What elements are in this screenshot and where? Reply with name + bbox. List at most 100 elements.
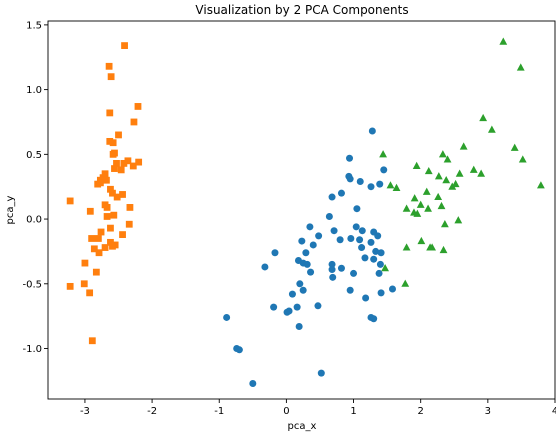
point-series-3-6 — [518, 155, 527, 163]
plot-area — [66, 37, 545, 387]
x-tick-label: -3 — [80, 406, 90, 417]
point-series-2-43 — [296, 280, 304, 288]
point-series-2-52 — [314, 302, 322, 310]
chart-title: Visualization by 2 PCA Components — [195, 3, 408, 17]
y-tick-label: 0.0 — [26, 215, 42, 226]
point-series-2-17 — [358, 227, 366, 235]
point-series-2-63 — [317, 369, 325, 377]
point-series-2-20 — [347, 234, 355, 242]
point-series-2-3 — [380, 166, 388, 174]
point-series-2-41 — [271, 249, 279, 257]
point-series-2-37 — [376, 260, 384, 268]
point-series-3-32 — [440, 220, 449, 228]
point-series-3-40 — [401, 279, 410, 287]
point-series-1-14 — [113, 159, 120, 167]
point-series-3-12 — [424, 166, 433, 175]
point-series-1-24 — [96, 179, 104, 187]
point-series-2-27 — [309, 241, 317, 249]
point-series-3-37 — [428, 243, 437, 251]
point-series-2-22 — [367, 238, 375, 246]
point-series-1-26 — [109, 189, 116, 197]
point-series-2-10 — [328, 193, 336, 201]
point-series-1-52 — [86, 289, 94, 297]
point-series-1-36 — [125, 220, 133, 228]
point-series-1-5 — [130, 118, 138, 126]
point-series-2-16 — [352, 223, 360, 231]
point-series-1-39 — [97, 228, 105, 236]
point-series-1-53 — [88, 337, 96, 345]
point-series-1-46 — [95, 249, 103, 257]
point-series-1-48 — [81, 259, 89, 267]
point-series-1-49 — [92, 268, 100, 276]
point-series-1-40 — [88, 235, 96, 242]
point-series-2-29 — [377, 249, 385, 257]
point-series-2-8 — [337, 189, 345, 197]
point-series-2-23 — [336, 236, 344, 244]
point-series-2-64 — [249, 379, 257, 387]
point-series-3-31 — [413, 209, 422, 217]
point-series-1-44 — [101, 244, 109, 251]
point-series-3-14 — [477, 169, 486, 177]
point-series-3-7 — [459, 142, 468, 150]
point-series-1-51 — [66, 282, 74, 290]
point-series-2-13 — [306, 223, 314, 231]
point-series-2-45 — [329, 273, 337, 281]
point-series-2-36 — [328, 266, 336, 274]
point-series-2-5 — [346, 175, 354, 183]
point-series-2-15 — [315, 232, 323, 240]
y-tick-label: 0.5 — [26, 150, 42, 161]
point-series-1-2 — [105, 62, 113, 70]
point-series-1-35 — [103, 213, 111, 220]
point-series-3-10 — [412, 161, 421, 169]
point-series-3-2 — [516, 63, 525, 71]
point-series-1-47 — [109, 242, 116, 250]
point-series-2-62 — [235, 346, 243, 354]
point-series-2-40 — [261, 263, 269, 271]
point-series-1-41 — [94, 235, 102, 242]
point-series-1-27 — [107, 185, 114, 193]
y-tick-label: -0.5 — [22, 279, 42, 290]
point-series-1-9 — [106, 137, 114, 145]
x-tick-label: 1 — [350, 406, 356, 417]
point-series-2-56 — [283, 308, 291, 316]
point-series-2-38 — [337, 264, 345, 272]
point-series-1-18 — [135, 158, 143, 166]
point-series-3-26 — [416, 200, 425, 208]
y-axis: -1.0 -0.5 0.0 0.5 1.0 1.5 — [22, 20, 48, 355]
point-series-3-21 — [422, 187, 431, 195]
point-series-2-33 — [361, 254, 369, 262]
point-series-2-14 — [330, 227, 338, 235]
point-series-2-9 — [376, 180, 384, 188]
point-series-3-34 — [417, 236, 426, 245]
x-tick-label: -2 — [147, 406, 157, 417]
point-series-2-24 — [358, 244, 366, 252]
point-series-3-13 — [469, 165, 478, 173]
point-series-1-17 — [101, 170, 109, 178]
point-series-1-4 — [134, 103, 142, 110]
point-series-1-29 — [126, 204, 134, 211]
point-series-1-32 — [66, 197, 74, 205]
point-series-2-1 — [368, 127, 376, 135]
x-tick-label: 2 — [418, 406, 424, 417]
point-series-3-24 — [434, 192, 443, 201]
x-axis: -3 -2 -1 0 1 2 3 4 — [80, 399, 556, 417]
point-series-1-34 — [110, 211, 118, 219]
y-tick-label: 1.5 — [26, 20, 42, 31]
point-series-3-27 — [424, 204, 432, 212]
point-series-1-37 — [119, 231, 126, 238]
point-series-2-39 — [350, 269, 358, 277]
point-series-3-23 — [536, 181, 545, 189]
point-series-2-50 — [377, 289, 385, 297]
x-axis-label: pca_x — [288, 421, 317, 432]
x-tick-label: 0 — [283, 406, 289, 417]
point-series-2-59 — [295, 323, 303, 331]
x-tick-label: 4 — [552, 406, 556, 417]
point-series-3-25 — [410, 194, 419, 202]
point-series-1-12 — [124, 157, 132, 165]
point-series-2-6 — [367, 183, 375, 191]
point-series-1-31 — [101, 201, 109, 209]
point-series-3-3 — [479, 113, 488, 122]
point-series-3-22 — [448, 182, 457, 190]
plot-frame — [47, 20, 556, 400]
